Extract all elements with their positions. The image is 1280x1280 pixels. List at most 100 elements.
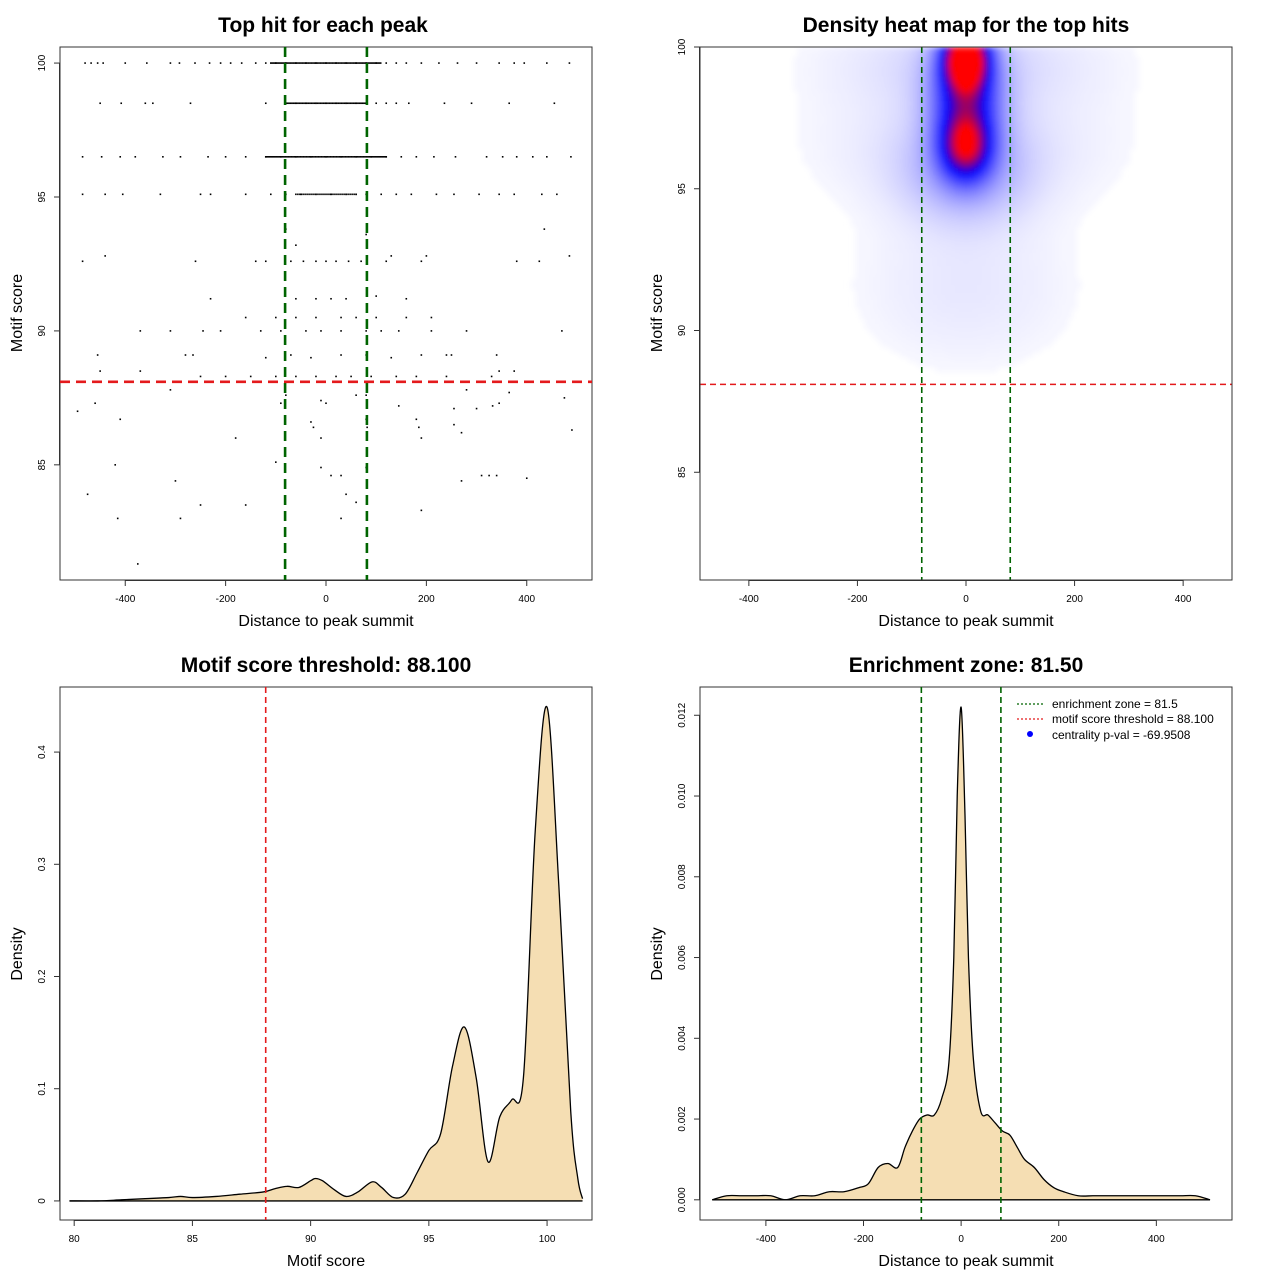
heatmap-cell [1019,134,1025,140]
heatmap-cell [961,124,967,130]
heatmap-cell [1112,61,1118,67]
heatmap-cell [1059,298,1065,305]
heatmap-cell [1099,163,1105,169]
heatmap-cell [1063,114,1069,121]
heatmap-cell [881,245,887,252]
heatmap-cell [1054,192,1060,198]
heatmap-cell [1094,47,1100,53]
heatmap-cell [952,231,958,237]
data-point [340,354,342,356]
heatmap-cell [859,158,865,164]
heatmap-cell [908,95,914,101]
heatmap-cell [966,163,972,169]
y-tick-label: 0.2 [37,969,48,983]
heatmap-cell [934,289,940,295]
heatmap-cell [988,318,994,324]
heatmap-cell [926,308,932,315]
heatmap-cell [864,148,870,155]
data-point [320,330,322,332]
heatmap-cell [1121,66,1127,72]
heatmap-cell [855,80,861,87]
heatmap-cell [948,269,954,276]
heatmap-cell [1072,284,1078,290]
heatmap-cell [908,51,914,58]
heatmap-cell [992,357,998,363]
heatmap-cell [952,168,958,174]
heatmap-cell [943,187,949,193]
heatmap-cell [1014,192,1020,198]
heatmap-cell [974,158,980,164]
data-point [291,102,293,105]
heatmap-cell [819,61,825,67]
heatmap-cell [1050,245,1056,252]
heatmap-cell [1032,143,1038,150]
heatmap-cell [1116,85,1122,92]
heatmap-cell [943,80,949,87]
heatmap-cell [997,85,1003,92]
heatmap-cell [903,202,909,208]
heatmap-cell [877,318,883,324]
y-tick-label: 0.012 [677,702,688,727]
heatmap-cell [1001,342,1007,349]
heatmap-cell [1067,119,1073,126]
heatmap-cell [886,134,892,140]
heatmap-cell [961,221,967,227]
heatmap-cell [948,318,954,324]
heatmap-cell [912,51,918,58]
y-tick-label: 0.1 [37,1081,48,1095]
heatmap-cell [1112,47,1118,53]
heatmap-cell [1134,76,1140,82]
heatmap-cell [1041,148,1047,155]
heatmap-cell [1001,337,1007,344]
heatmap-cell [1112,114,1118,121]
heatmap-cell [1121,148,1127,155]
heatmap-cell [850,187,856,193]
data-point [264,356,267,359]
heatmap-cell [1045,129,1051,135]
heatmap-cell [1028,328,1034,334]
heatmap-cell [855,134,861,140]
heatmap-cell [1023,90,1029,97]
heatmap-cell [801,134,807,140]
heatmap-cell [957,308,963,315]
heatmap-cell [1032,298,1038,305]
heatmap-cell [979,342,985,349]
data-point [355,156,357,158]
heatmap-cell [1001,95,1007,101]
heatmap-cell [979,90,985,97]
heatmap-cell [1041,177,1047,184]
heatmap-cell [903,235,909,242]
heatmap-cell [824,47,830,53]
data-point [102,62,104,64]
heatmap-cell [983,366,989,373]
heatmap-cell [921,197,927,203]
heatmap-cell [952,95,958,101]
heatmap-cell [943,347,949,353]
heatmap-cell [948,221,954,227]
heatmap-cell [810,61,816,67]
heatmap-cell [1059,211,1065,218]
data-point [320,466,322,469]
heatmap-cell [917,66,923,72]
heatmap-cell [957,202,963,208]
heatmap-cell [1067,274,1073,281]
heatmap-cell [1063,274,1069,281]
heatmap-cell [1094,172,1100,179]
heatmap-cell [970,250,976,256]
heatmap-cell [1072,148,1078,155]
heatmap-cell [974,226,980,232]
heatmap-cell [895,66,901,72]
heatmap-cell [1085,90,1091,97]
heatmap-cell [952,197,958,203]
heatmap-cell [961,361,967,368]
heatmap-cell [833,163,839,169]
heatmap-cell [974,366,980,373]
heatmap-cell [939,308,945,315]
heatmap-cell [948,139,954,145]
heatmap-cell [966,279,972,286]
heatmap-cell [948,134,954,140]
heatmap-cell [1072,187,1078,193]
heatmap-cell [974,71,980,77]
heatmap-cell [912,294,918,300]
heatmap-cell [886,51,892,58]
